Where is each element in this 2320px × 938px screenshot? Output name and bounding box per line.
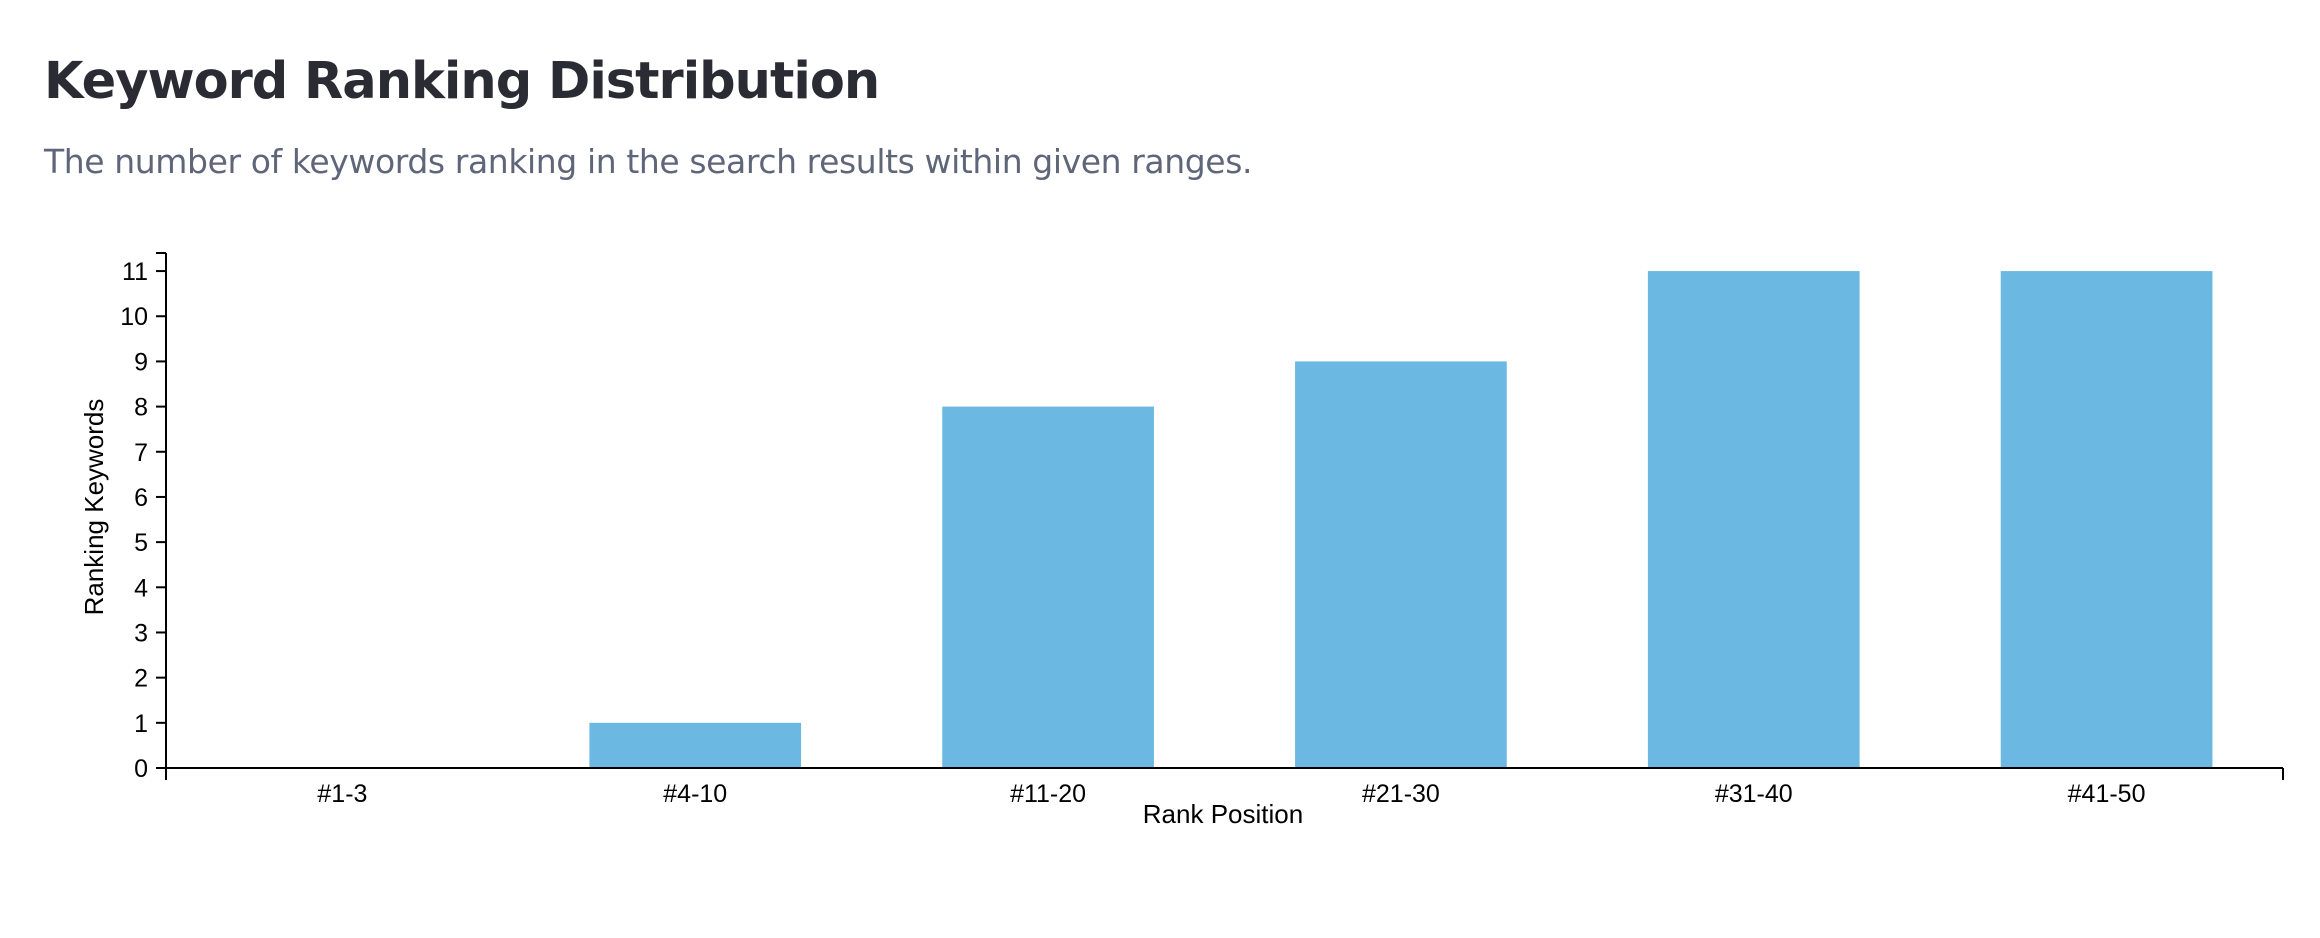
bar: [2000, 271, 2213, 768]
x-tick-label: #1-3: [317, 780, 367, 808]
y-tick-label: 8: [134, 394, 148, 422]
y-tick-label: 10: [120, 303, 148, 331]
y-axis-ticks: 0 1 2 3 4 5 6 7 8 9 10 11: [120, 252, 166, 783]
page-title: Keyword Ranking Distribution: [44, 52, 880, 111]
y-tick-label: 4: [134, 574, 148, 602]
y-tick-label: 1: [134, 710, 148, 738]
bars: [589, 271, 2213, 768]
x-tick-label: #31-40: [1715, 780, 1793, 808]
x-tick-label: #21-30: [1362, 780, 1440, 808]
y-tick-label: 6: [134, 484, 148, 512]
bar: [942, 406, 1154, 768]
y-axis-title: Ranking Keywords: [79, 399, 109, 616]
x-tick-label: #11-20: [1010, 780, 1086, 808]
y-tick-label: 2: [134, 665, 148, 693]
x-tick-label: #4-10: [663, 780, 727, 808]
y-tick-label: 11: [122, 258, 148, 286]
bar: [1295, 361, 1507, 768]
x-axis-ticks: #1-3 #4-10 #11-20 #21-30 #31-40 #41-50: [165, 768, 2284, 808]
y-tick-label: 5: [134, 529, 148, 557]
y-tick-label: 9: [134, 348, 148, 376]
y-tick-label: 0: [134, 755, 148, 783]
y-tick-label: 7: [134, 439, 148, 467]
x-tick-label: #41-50: [2068, 780, 2146, 808]
page-subtitle: The number of keywords ranking in the se…: [44, 142, 1253, 181]
bar: [589, 722, 802, 768]
x-axis-title: Rank Position: [1143, 799, 1303, 829]
y-tick-label: 3: [134, 619, 148, 647]
bar: [1647, 271, 1860, 768]
